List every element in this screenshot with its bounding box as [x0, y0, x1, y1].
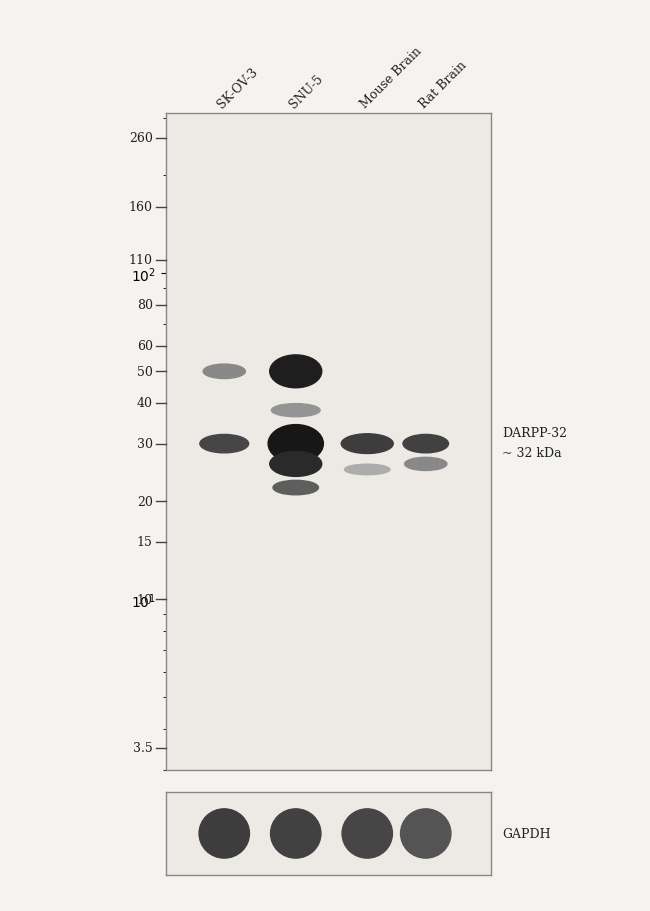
- Text: 10: 10: [136, 593, 153, 606]
- Ellipse shape: [400, 809, 451, 858]
- Ellipse shape: [342, 809, 393, 858]
- Text: 3.5: 3.5: [133, 742, 153, 754]
- Text: 110: 110: [129, 254, 153, 267]
- Text: 30: 30: [136, 437, 153, 451]
- Ellipse shape: [203, 364, 246, 379]
- Ellipse shape: [270, 452, 322, 476]
- Text: SNU-5: SNU-5: [287, 73, 325, 111]
- Ellipse shape: [268, 425, 324, 463]
- Text: 160: 160: [129, 201, 153, 214]
- Ellipse shape: [272, 404, 320, 417]
- Ellipse shape: [200, 435, 248, 454]
- Text: 50: 50: [137, 365, 153, 378]
- Ellipse shape: [273, 481, 318, 496]
- Text: SK-OV-3: SK-OV-3: [215, 66, 261, 111]
- Text: 20: 20: [137, 495, 153, 508]
- Text: GAPDH: GAPDH: [502, 827, 551, 840]
- Text: 40: 40: [136, 397, 153, 410]
- Ellipse shape: [344, 465, 390, 476]
- Text: 60: 60: [136, 340, 153, 353]
- Ellipse shape: [341, 435, 393, 454]
- Text: Mouse Brain: Mouse Brain: [358, 45, 424, 111]
- Ellipse shape: [270, 355, 322, 388]
- Ellipse shape: [404, 458, 447, 471]
- Text: DARPP-32: DARPP-32: [502, 426, 567, 440]
- Text: ~ 32 kDa: ~ 32 kDa: [502, 446, 562, 460]
- Text: 80: 80: [136, 299, 153, 312]
- Text: 260: 260: [129, 132, 153, 145]
- Text: Rat Brain: Rat Brain: [417, 59, 469, 111]
- Ellipse shape: [270, 809, 321, 858]
- Ellipse shape: [199, 809, 250, 858]
- Text: 15: 15: [137, 536, 153, 548]
- Ellipse shape: [403, 435, 448, 454]
